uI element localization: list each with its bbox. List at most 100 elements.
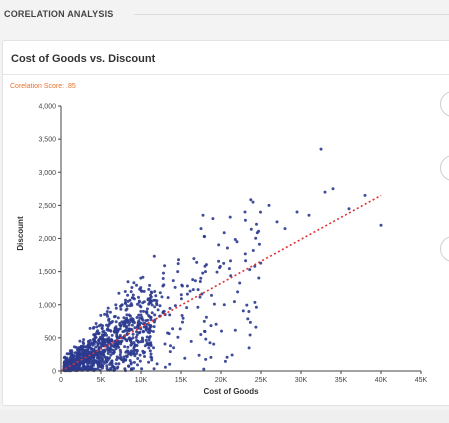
y-tick-label: 1,000 — [38, 302, 56, 309]
data-point — [133, 348, 137, 352]
data-point — [172, 346, 176, 350]
data-point — [72, 345, 76, 349]
y-axis-title: Discount — [16, 216, 25, 251]
data-point — [115, 358, 119, 362]
data-point — [124, 354, 128, 358]
data-point — [150, 311, 154, 315]
data-point — [155, 299, 159, 303]
data-point — [233, 238, 237, 241]
data-point — [86, 348, 90, 352]
data-point — [116, 345, 120, 348]
trend-line — [60, 194, 382, 372]
data-point — [198, 295, 202, 299]
data-point — [155, 362, 159, 366]
data-point — [222, 231, 226, 235]
data-point — [202, 367, 206, 371]
data-point — [141, 338, 145, 342]
data-point — [65, 359, 69, 363]
data-point — [183, 356, 187, 360]
y-tick-label: 500 — [44, 335, 56, 342]
data-point — [146, 318, 150, 322]
data-point — [136, 321, 140, 324]
data-point — [97, 338, 101, 342]
x-tick-label: 15K — [175, 377, 188, 384]
data-point — [131, 293, 135, 297]
data-point — [132, 281, 136, 285]
data-point — [125, 304, 129, 308]
data-point — [217, 259, 221, 263]
data-point — [139, 340, 143, 344]
data-point — [81, 351, 85, 355]
data-point — [168, 362, 172, 366]
data-point — [180, 284, 184, 288]
data-point — [189, 339, 193, 343]
data-point — [155, 301, 159, 305]
data-point — [148, 328, 152, 332]
data-point — [94, 345, 98, 349]
data-point — [107, 336, 111, 340]
data-point — [115, 355, 119, 359]
data-point — [212, 302, 216, 306]
data-point — [140, 289, 144, 293]
data-point — [122, 355, 126, 359]
data-point — [109, 329, 113, 333]
data-point — [101, 364, 105, 368]
data-point — [191, 278, 195, 282]
data-point — [193, 279, 197, 283]
data-point — [117, 291, 121, 295]
data-point — [139, 286, 143, 290]
data-point — [118, 353, 122, 357]
data-point — [158, 291, 162, 295]
data-point — [203, 330, 207, 333]
data-point — [92, 338, 96, 342]
data-point — [257, 276, 261, 280]
data-point — [110, 361, 114, 365]
data-point — [254, 325, 258, 329]
data-point — [133, 343, 137, 347]
data-point — [135, 316, 139, 319]
data-point — [92, 340, 96, 344]
data-point — [124, 328, 128, 332]
data-point — [136, 325, 139, 329]
data-point — [127, 323, 131, 327]
data-point — [152, 320, 156, 324]
data-point — [245, 303, 249, 307]
data-point — [105, 343, 109, 347]
data-point — [147, 360, 151, 364]
data-point — [177, 258, 180, 262]
data-point — [130, 328, 134, 332]
data-point — [114, 347, 118, 351]
data-point — [106, 349, 110, 353]
data-point — [82, 364, 86, 368]
data-point — [125, 339, 129, 343]
data-point — [166, 296, 170, 300]
data-point — [217, 243, 221, 247]
data-point — [92, 325, 96, 329]
data-point — [259, 210, 262, 214]
x-tick-label: 30K — [295, 377, 308, 384]
data-point — [149, 290, 153, 294]
data-point — [124, 358, 128, 362]
data-point — [198, 280, 202, 283]
data-point — [247, 310, 251, 313]
data-point — [204, 315, 208, 319]
data-point — [154, 294, 158, 298]
data-point — [126, 349, 130, 353]
data-point — [210, 293, 213, 297]
data-point — [112, 349, 116, 353]
data-point — [173, 285, 177, 289]
data-point — [111, 351, 115, 355]
data-point — [145, 310, 149, 314]
data-point — [248, 320, 252, 324]
data-point — [257, 242, 261, 246]
data-point — [129, 343, 133, 347]
data-point — [93, 333, 97, 337]
data-point — [121, 336, 125, 340]
data-point — [123, 337, 127, 341]
data-point — [135, 283, 138, 287]
data-point — [218, 266, 222, 270]
data-point — [114, 303, 118, 307]
data-point — [131, 332, 135, 336]
data-point — [114, 362, 118, 366]
data-point — [126, 293, 130, 297]
